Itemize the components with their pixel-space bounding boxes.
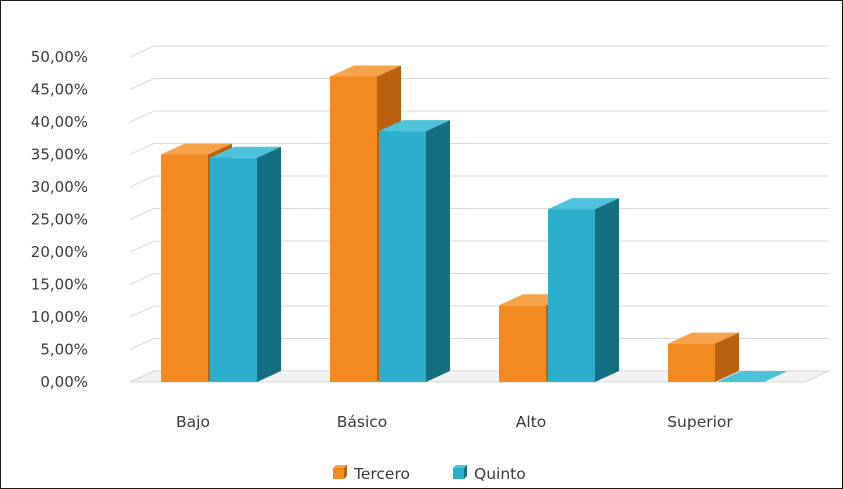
y-tick-label: 20,00% bbox=[31, 243, 88, 261]
legend-swatch-top bbox=[333, 465, 347, 468]
legend-label: Quinto bbox=[474, 465, 526, 483]
category-label: Básico bbox=[337, 413, 388, 431]
bar-tercero-3 bbox=[668, 343, 715, 382]
bar-tercero-0 bbox=[161, 154, 208, 382]
bar-quinto-0-top bbox=[210, 146, 281, 158]
bar-tercero-1 bbox=[330, 76, 377, 382]
gridline bbox=[129, 110, 829, 123]
category-label: Superior bbox=[667, 413, 733, 431]
bar-quinto-2-top bbox=[548, 198, 619, 210]
gridline bbox=[129, 78, 829, 90]
bar-quinto-2-side bbox=[595, 198, 619, 382]
y-tick-label: 25,00% bbox=[31, 211, 88, 229]
gridline bbox=[129, 143, 829, 155]
y-tick-label: 15,00% bbox=[31, 276, 88, 294]
legend-swatch bbox=[333, 468, 344, 479]
legend-label: Tercero bbox=[353, 465, 410, 483]
bar-quinto-1-side bbox=[426, 120, 450, 382]
bar-tercero-0-top bbox=[161, 143, 232, 155]
y-tick-label: 0,00% bbox=[40, 373, 88, 391]
category-label: Bajo bbox=[176, 413, 210, 431]
bar-tercero-1-top bbox=[330, 65, 401, 77]
bar-tercero-3-top bbox=[668, 332, 739, 344]
bar-quinto-1-top bbox=[379, 120, 450, 132]
bar-quinto-0-side bbox=[257, 146, 281, 382]
legend-swatch bbox=[453, 468, 464, 479]
y-tick-label: 45,00% bbox=[31, 81, 88, 99]
gridline bbox=[129, 175, 829, 188]
y-tick-label: 35,00% bbox=[31, 146, 88, 164]
bar-tercero-2 bbox=[499, 305, 546, 382]
y-tick-label: 5,00% bbox=[40, 341, 88, 359]
y-tick-label: 50,00% bbox=[31, 48, 88, 66]
category-label: Alto bbox=[516, 413, 546, 431]
y-tick-label: 10,00% bbox=[31, 308, 88, 326]
bar-quinto-1 bbox=[379, 131, 426, 382]
bar-quinto-3-top bbox=[717, 371, 788, 382]
bar-quinto-0 bbox=[210, 157, 257, 382]
legend-swatch-side bbox=[344, 465, 347, 479]
bar-quinto-2 bbox=[548, 209, 595, 382]
bar-tercero-3-side bbox=[715, 332, 739, 382]
y-tick-label: 30,00% bbox=[31, 178, 88, 196]
gridline bbox=[129, 45, 829, 58]
legend-swatch-side bbox=[464, 465, 467, 479]
legend-swatch-top bbox=[453, 465, 467, 468]
y-tick-label: 40,00% bbox=[31, 113, 88, 131]
